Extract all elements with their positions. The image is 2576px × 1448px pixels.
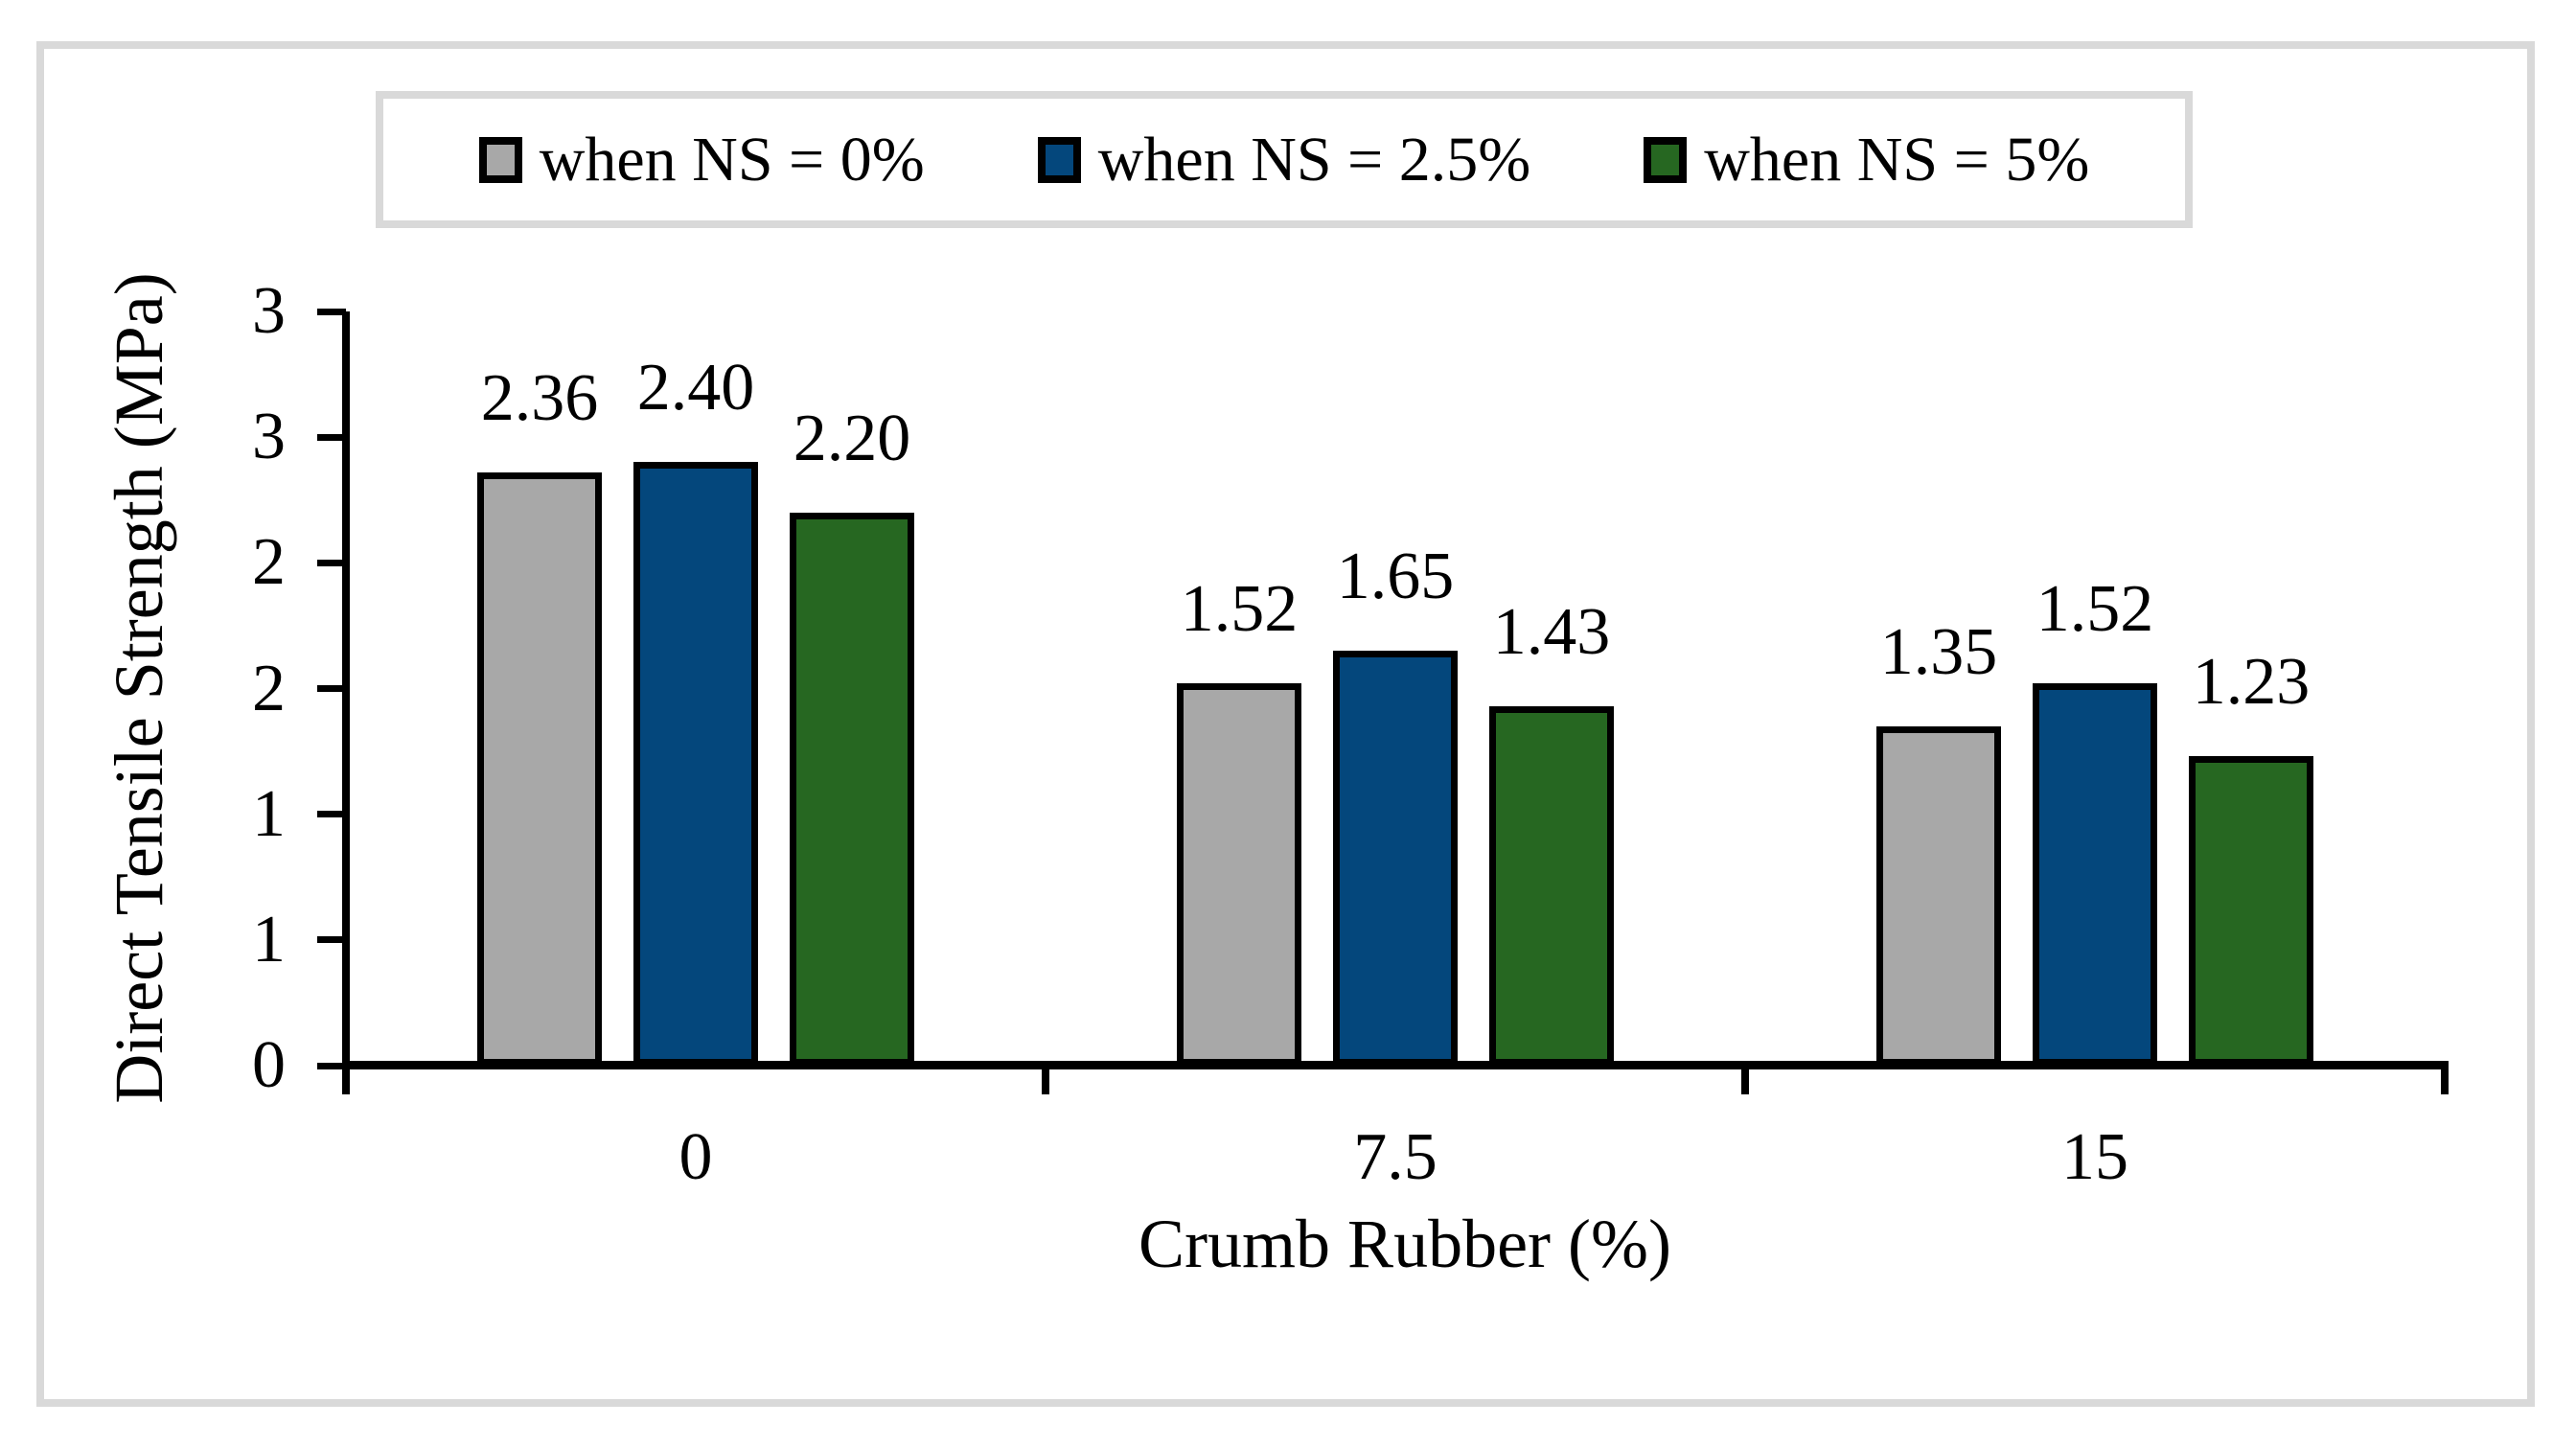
bar-when-ns-5--cr15 — [2189, 756, 2313, 1066]
bar-value-label: 1.23 — [2192, 645, 2311, 720]
x-axis-category-label: 15 — [2061, 1120, 2128, 1194]
x-axis-tick — [2441, 1066, 2449, 1094]
bar-value-label: 1.52 — [1180, 572, 1299, 647]
bar-when-ns-0--cr0 — [477, 471, 602, 1066]
bar-value-label: 1.35 — [1879, 614, 1998, 689]
y-axis-tick — [317, 1062, 346, 1069]
legend-entry: when NS = 5% — [1644, 124, 2090, 195]
bar-when-ns-0--cr15 — [1876, 725, 2001, 1066]
bar-when-ns-5--cr7.5 — [1489, 705, 1614, 1066]
y-axis-tick-label: 0 — [252, 1028, 286, 1102]
bar-when-ns-2.5--cr15 — [2033, 683, 2157, 1066]
y-axis-tick — [317, 685, 346, 692]
bar-when-ns-2.5--cr7.5 — [1333, 651, 1458, 1066]
x-axis-line — [342, 1061, 2449, 1069]
y-axis-tick — [317, 811, 346, 818]
y-axis-tick-label: 2 — [252, 651, 286, 725]
x-axis-category-label: 7.5 — [1353, 1120, 1438, 1194]
legend-swatch-icon — [1644, 136, 1688, 183]
bar-when-ns-5--cr0 — [790, 512, 914, 1066]
bar-when-ns-0--cr7.5 — [1177, 683, 1301, 1066]
bar-value-label: 2.20 — [793, 401, 911, 475]
legend-entry-label: when NS = 5% — [1704, 124, 2090, 195]
x-axis-tick — [1741, 1066, 1749, 1094]
y-axis-tick — [317, 433, 346, 441]
legend-swatch-icon — [478, 136, 522, 183]
y-axis-tick — [317, 936, 346, 944]
y-axis-tick-label: 1 — [252, 902, 286, 977]
bar-value-label: 1.65 — [1336, 540, 1455, 614]
legend-entry-label: when NS = 2.5% — [1097, 124, 1531, 195]
y-axis-tick-label: 3 — [252, 274, 286, 348]
bar-when-ns-2.5--cr0 — [633, 462, 758, 1066]
y-axis-tick-label: 3 — [252, 400, 286, 474]
legend-entry-label: when NS = 0% — [539, 124, 925, 195]
y-axis-title: Direct Tensile Strength (MPa) — [101, 272, 177, 1104]
x-axis-tick — [1042, 1066, 1049, 1094]
bar-value-label: 2.36 — [480, 360, 599, 435]
legend-entry: when NS = 0% — [478, 124, 925, 195]
legend-entry: when NS = 2.5% — [1037, 124, 1531, 195]
y-axis-line — [342, 311, 350, 1070]
x-axis-title: Crumb Rubber (%) — [1138, 1206, 1671, 1282]
bar-value-label: 1.52 — [2036, 572, 2154, 647]
bar-value-label: 1.43 — [1492, 594, 1611, 669]
y-axis-tick — [317, 308, 346, 315]
y-axis-tick-label: 1 — [252, 776, 286, 851]
x-axis-tick — [342, 1066, 350, 1094]
legend: when NS = 0% when NS = 2.5% when NS = 5% — [376, 91, 2193, 228]
y-axis-tick-label: 2 — [252, 525, 286, 600]
bar-value-label: 2.40 — [636, 351, 755, 425]
y-axis-tick — [317, 559, 346, 566]
x-axis-category-label: 0 — [678, 1120, 713, 1194]
legend-swatch-icon — [1037, 136, 1081, 183]
